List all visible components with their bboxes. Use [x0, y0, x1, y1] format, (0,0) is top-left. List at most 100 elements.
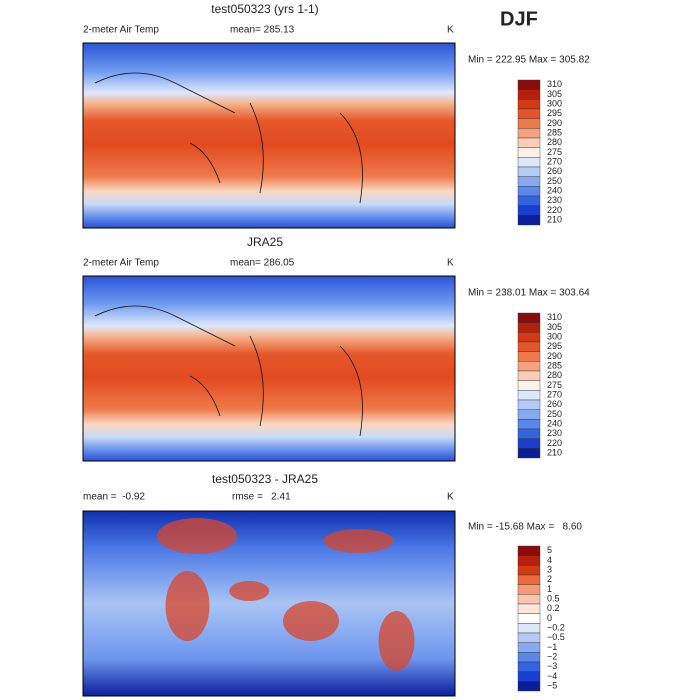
colorbar-label: 285: [547, 128, 562, 138]
colorbar-label: 280: [547, 137, 562, 147]
anomaly-region: [323, 529, 394, 553]
colorbar-box: [517, 99, 541, 110]
colorbar-label: 295: [547, 108, 562, 118]
colorbar-label: 310: [547, 312, 562, 322]
colorbar-box: [517, 89, 541, 100]
colorbar-box: [517, 195, 541, 206]
colorbar-label: 0.2: [547, 603, 560, 613]
colorbar-box: [517, 603, 541, 614]
anomaly-region: [229, 581, 270, 601]
stat-label: mean = -0.92: [83, 492, 145, 503]
colorbar-label: 240: [547, 419, 562, 429]
colorbar-box: [517, 341, 541, 352]
colorbar-label: 280: [547, 370, 562, 380]
range-label: Min = -15.68 Max = 8.60: [468, 522, 582, 533]
colorbar-label: 0: [547, 613, 552, 623]
colorbar-label: 275: [547, 380, 562, 390]
stat-label: mean= 285.13: [230, 25, 295, 36]
colorbar-box: [517, 215, 541, 226]
colorbar-box: [517, 623, 541, 634]
colorbar-label: 260: [547, 399, 562, 409]
colorbar-label: 1: [547, 584, 552, 594]
colorbar-box: [517, 137, 541, 148]
colorbar-box: [517, 361, 541, 372]
range-label: Min = 222.95 Max = 305.82: [468, 55, 590, 66]
colorbar-label: 260: [547, 166, 562, 176]
stat-label: mean= 286.05: [230, 258, 295, 269]
colorbar-box: [517, 79, 541, 90]
colorbar-box: [517, 351, 541, 362]
colorbar-box: [517, 332, 541, 343]
colorbar-box: [517, 176, 541, 187]
colorbar-label: 290: [547, 118, 562, 128]
colorbar-label: 310: [547, 79, 562, 89]
colorbar-box: [517, 545, 541, 556]
colorbar-box: [517, 322, 541, 333]
colorbar-label: 250: [547, 176, 562, 186]
stat-label: rmse = 2.41: [232, 492, 291, 503]
anomaly-region: [157, 518, 237, 554]
colorbar-label: 240: [547, 186, 562, 196]
colorbar-label: 210: [547, 448, 562, 458]
colorbar-box: [517, 565, 541, 576]
panel-title: test050323 - JRA25: [212, 472, 318, 486]
colorbar-box: [517, 370, 541, 381]
colorbar-box: [517, 419, 541, 430]
colorbar-label: 270: [547, 157, 562, 167]
colorbar-box: [517, 584, 541, 595]
units-label: K: [447, 25, 454, 36]
colorbar-label: −2: [547, 652, 557, 662]
colorbar-box: [517, 681, 541, 692]
colorbar-box: [517, 157, 541, 168]
colorbar-box: [517, 642, 541, 653]
anomaly-region: [165, 571, 210, 641]
panels: test050323 (yrs 1-1) 2-meter Air Temp mean…: [82, 2, 590, 697]
colorbar-label: −4: [547, 671, 557, 681]
colorbar-label: −1: [547, 642, 557, 652]
colorbar-label: 275: [547, 147, 562, 157]
colorbar-label: 300: [547, 332, 562, 342]
colorbar-box: [517, 108, 541, 119]
colorbar-box: [517, 448, 541, 459]
colorbar-label: 305: [547, 89, 562, 99]
colorbar-box: [517, 594, 541, 605]
colorbar-label: 230: [547, 195, 562, 205]
colorbar-box: [517, 632, 541, 643]
map: [82, 275, 456, 462]
colorbar-box: [517, 166, 541, 177]
panel-title: test050323 (yrs 1-1): [211, 2, 318, 16]
colorbar-box: [517, 390, 541, 401]
colorbar-label: 270: [547, 390, 562, 400]
colorbar-box: [517, 671, 541, 682]
map: [82, 42, 456, 229]
colorbar-label: 230: [547, 428, 562, 438]
colorbar-label: 290: [547, 351, 562, 361]
colorbar-label: −5: [547, 681, 557, 691]
units-label: K: [447, 492, 454, 503]
colorbar-box: [517, 399, 541, 410]
range-label: Min = 238.01 Max = 303.64: [468, 288, 590, 299]
colorbar-box: [517, 428, 541, 439]
colorbar-box: [517, 438, 541, 449]
colorbar-label: 0.5: [547, 594, 560, 604]
colorbar-label: −3: [547, 661, 557, 671]
colorbar-box: [517, 555, 541, 566]
colorbar-box: [517, 147, 541, 158]
coastline: [94, 72, 363, 204]
variable-label: 2-meter Air Temp: [83, 258, 159, 269]
colorbar-label: 305: [547, 322, 562, 332]
colorbar-box: [517, 118, 541, 129]
colorbar-label: 3: [547, 565, 552, 575]
colorbar-box: [517, 409, 541, 420]
colorbar-label: 5: [547, 545, 552, 555]
colorbar-label: 250: [547, 409, 562, 419]
colorbar-label: 285: [547, 361, 562, 371]
colorbar-label: 220: [547, 438, 562, 448]
colorbar-label: 295: [547, 341, 562, 351]
colorbar-label: 300: [547, 99, 562, 109]
season-label: DJF: [500, 8, 538, 30]
colorbar-box: [517, 312, 541, 323]
anomaly-region: [378, 611, 415, 671]
colorbar-box: [517, 205, 541, 216]
